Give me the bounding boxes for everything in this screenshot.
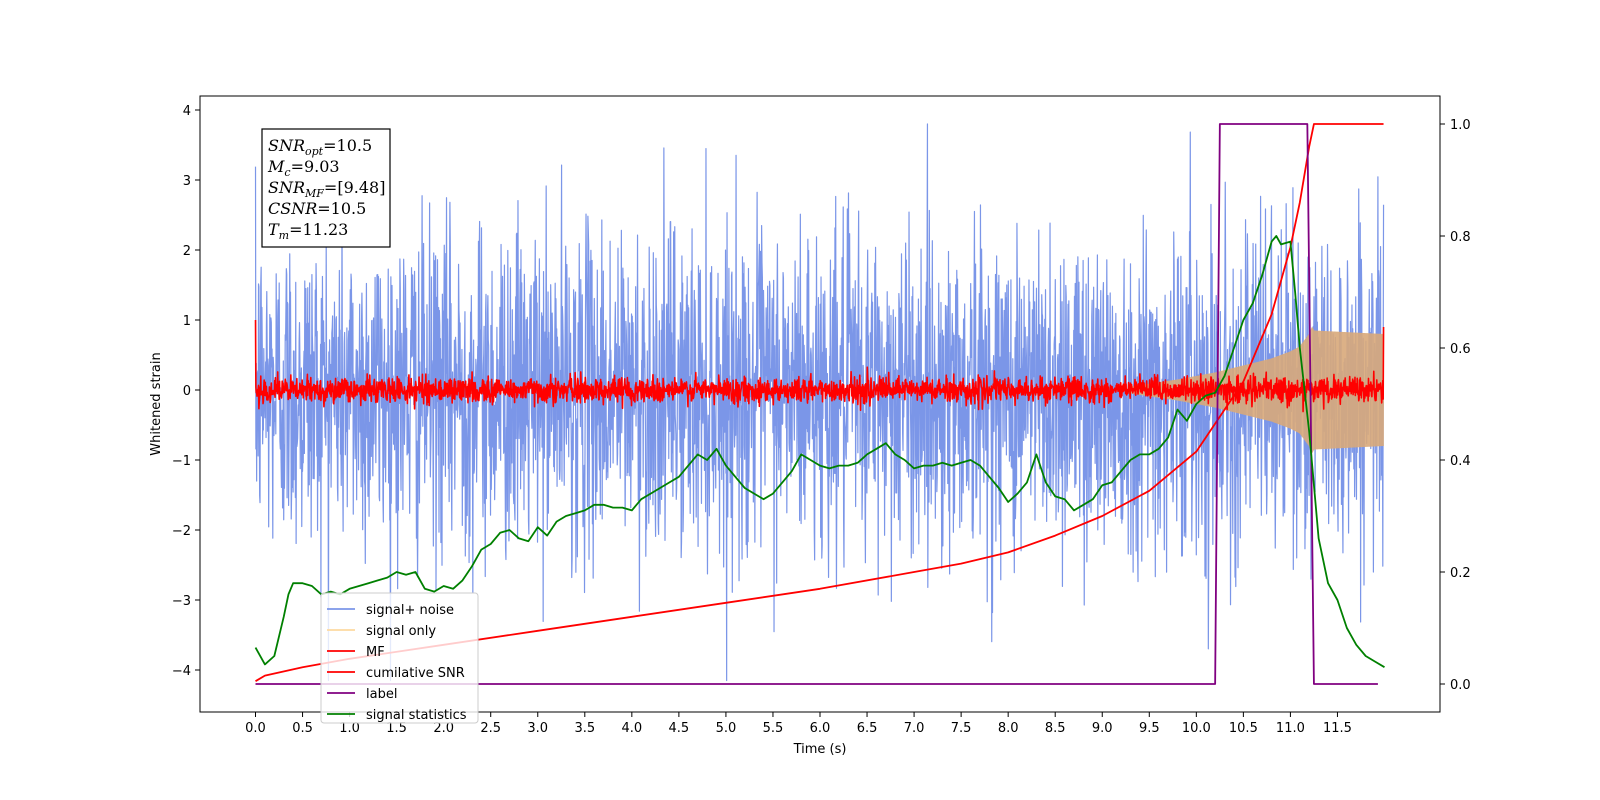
- annotation-symbol: SNR: [268, 136, 305, 155]
- annotation-line: SNRMF=[9.48]: [268, 178, 385, 200]
- annotation-line: CSNR=10.5: [268, 199, 366, 218]
- x-tick-label: 4.5: [669, 721, 690, 736]
- annotation-subscript: m: [279, 229, 289, 242]
- x-tick-label: 11.5: [1323, 721, 1352, 736]
- annotation-line: SNRopt=10.5: [268, 136, 372, 158]
- x-axis-label: Time (s): [793, 742, 847, 757]
- series-mf: [254, 319, 1385, 413]
- x-tick-label: 7.5: [951, 721, 972, 736]
- y-right-tick-label: 0.2: [1450, 566, 1471, 581]
- x-tick-label: 2.5: [480, 721, 501, 736]
- x-tick-label: 1.5: [386, 721, 407, 736]
- annotation-subscript: opt: [305, 145, 324, 158]
- annotation-symbol: T: [268, 220, 280, 239]
- y-tick-label: 1: [183, 314, 191, 329]
- annotation-frame: [261, 128, 391, 248]
- x-tick-label: 0.5: [292, 721, 313, 736]
- annotation-symbol: SNR: [268, 178, 305, 197]
- y-right-tick-label: 0.0: [1450, 678, 1471, 693]
- x-tick-label: 0.0: [245, 721, 266, 736]
- x-tick-label: 6.5: [857, 721, 878, 736]
- annotation-line: Tm=11.23: [268, 220, 348, 242]
- legend-label: MF: [366, 645, 385, 660]
- x-tick-label: 4.0: [621, 721, 642, 736]
- x-tick-label: 8.0: [998, 721, 1019, 736]
- x-tick-label: 5.5: [763, 721, 784, 736]
- annotation-value: =[9.48]: [324, 178, 386, 197]
- annotation-value: =10.5: [323, 136, 372, 155]
- y-axis-label: Whitened strain: [149, 352, 164, 455]
- x-tick-label: 9.0: [1092, 721, 1113, 736]
- axis-ticks: 0.0 0.5 1.0 1.5 2.0 2.5 3.0 3.5 4.0 4.5 5.0 5.5 6.0 6…: [172, 104, 1471, 736]
- annotation-symbol: M: [267, 157, 285, 176]
- series-signal-statistics: [254, 235, 1385, 668]
- y-tick-label: −3: [172, 594, 191, 609]
- annotation-subscript: MF: [304, 187, 324, 200]
- y-right-tick-label: 0.4: [1450, 454, 1471, 469]
- x-tick-label: 10.0: [1182, 721, 1211, 736]
- x-tick-label: 1.0: [339, 721, 360, 736]
- y-tick-label: −4: [172, 664, 191, 679]
- legend-label: cumilative SNR: [366, 666, 465, 681]
- x-tick-label: 3.0: [527, 721, 548, 736]
- y-tick-label: −1: [172, 454, 191, 469]
- x-tick-label: 9.5: [1139, 721, 1160, 736]
- annotation-symbol: CSNR: [268, 199, 317, 218]
- x-tick-label: 11.0: [1276, 721, 1305, 736]
- annotation-box: SNRopt=10.5Mc=9.03SNRMF=[9.48]CSNR=10.5T…: [261, 128, 391, 248]
- annotation-value: =10.5: [317, 199, 366, 218]
- legend-frame: [320, 592, 479, 724]
- y-right-tick-label: 0.6: [1450, 342, 1471, 357]
- annotation-value: =11.23: [289, 220, 348, 239]
- y-tick-label: 0: [183, 384, 191, 399]
- y-right-tick-label: 0.8: [1450, 230, 1471, 245]
- x-tick-label: 8.5: [1045, 721, 1066, 736]
- y-tick-label: −2: [172, 524, 191, 539]
- annotation-subscript: c: [284, 166, 290, 179]
- y-tick-label: 2: [183, 244, 191, 259]
- legend-label: signal only: [366, 624, 436, 639]
- series-label: [255, 123, 1378, 685]
- legend-label: signal statistics: [366, 708, 467, 723]
- legend: signal+ noise signal only MF cumilative SNR…: [320, 592, 479, 724]
- x-tick-label: 3.5: [574, 721, 595, 736]
- x-tick-label: 5.0: [716, 721, 737, 736]
- x-tick-label: 2.0: [433, 721, 454, 736]
- legend-label: signal+ noise: [366, 603, 454, 618]
- x-tick-label: 6.0: [810, 721, 831, 736]
- annotation-value: =9.03: [291, 157, 340, 176]
- x-tick-label: 7.0: [904, 721, 925, 736]
- legend-label: label: [366, 687, 397, 702]
- y-right-tick-label: 1.0: [1450, 118, 1471, 133]
- y-tick-label: 4: [183, 104, 191, 119]
- x-tick-label: 10.5: [1229, 721, 1258, 736]
- y-tick-label: 3: [183, 174, 191, 189]
- annotation-line: Mc=9.03: [267, 157, 340, 179]
- series-signal-noise: [254, 123, 1385, 682]
